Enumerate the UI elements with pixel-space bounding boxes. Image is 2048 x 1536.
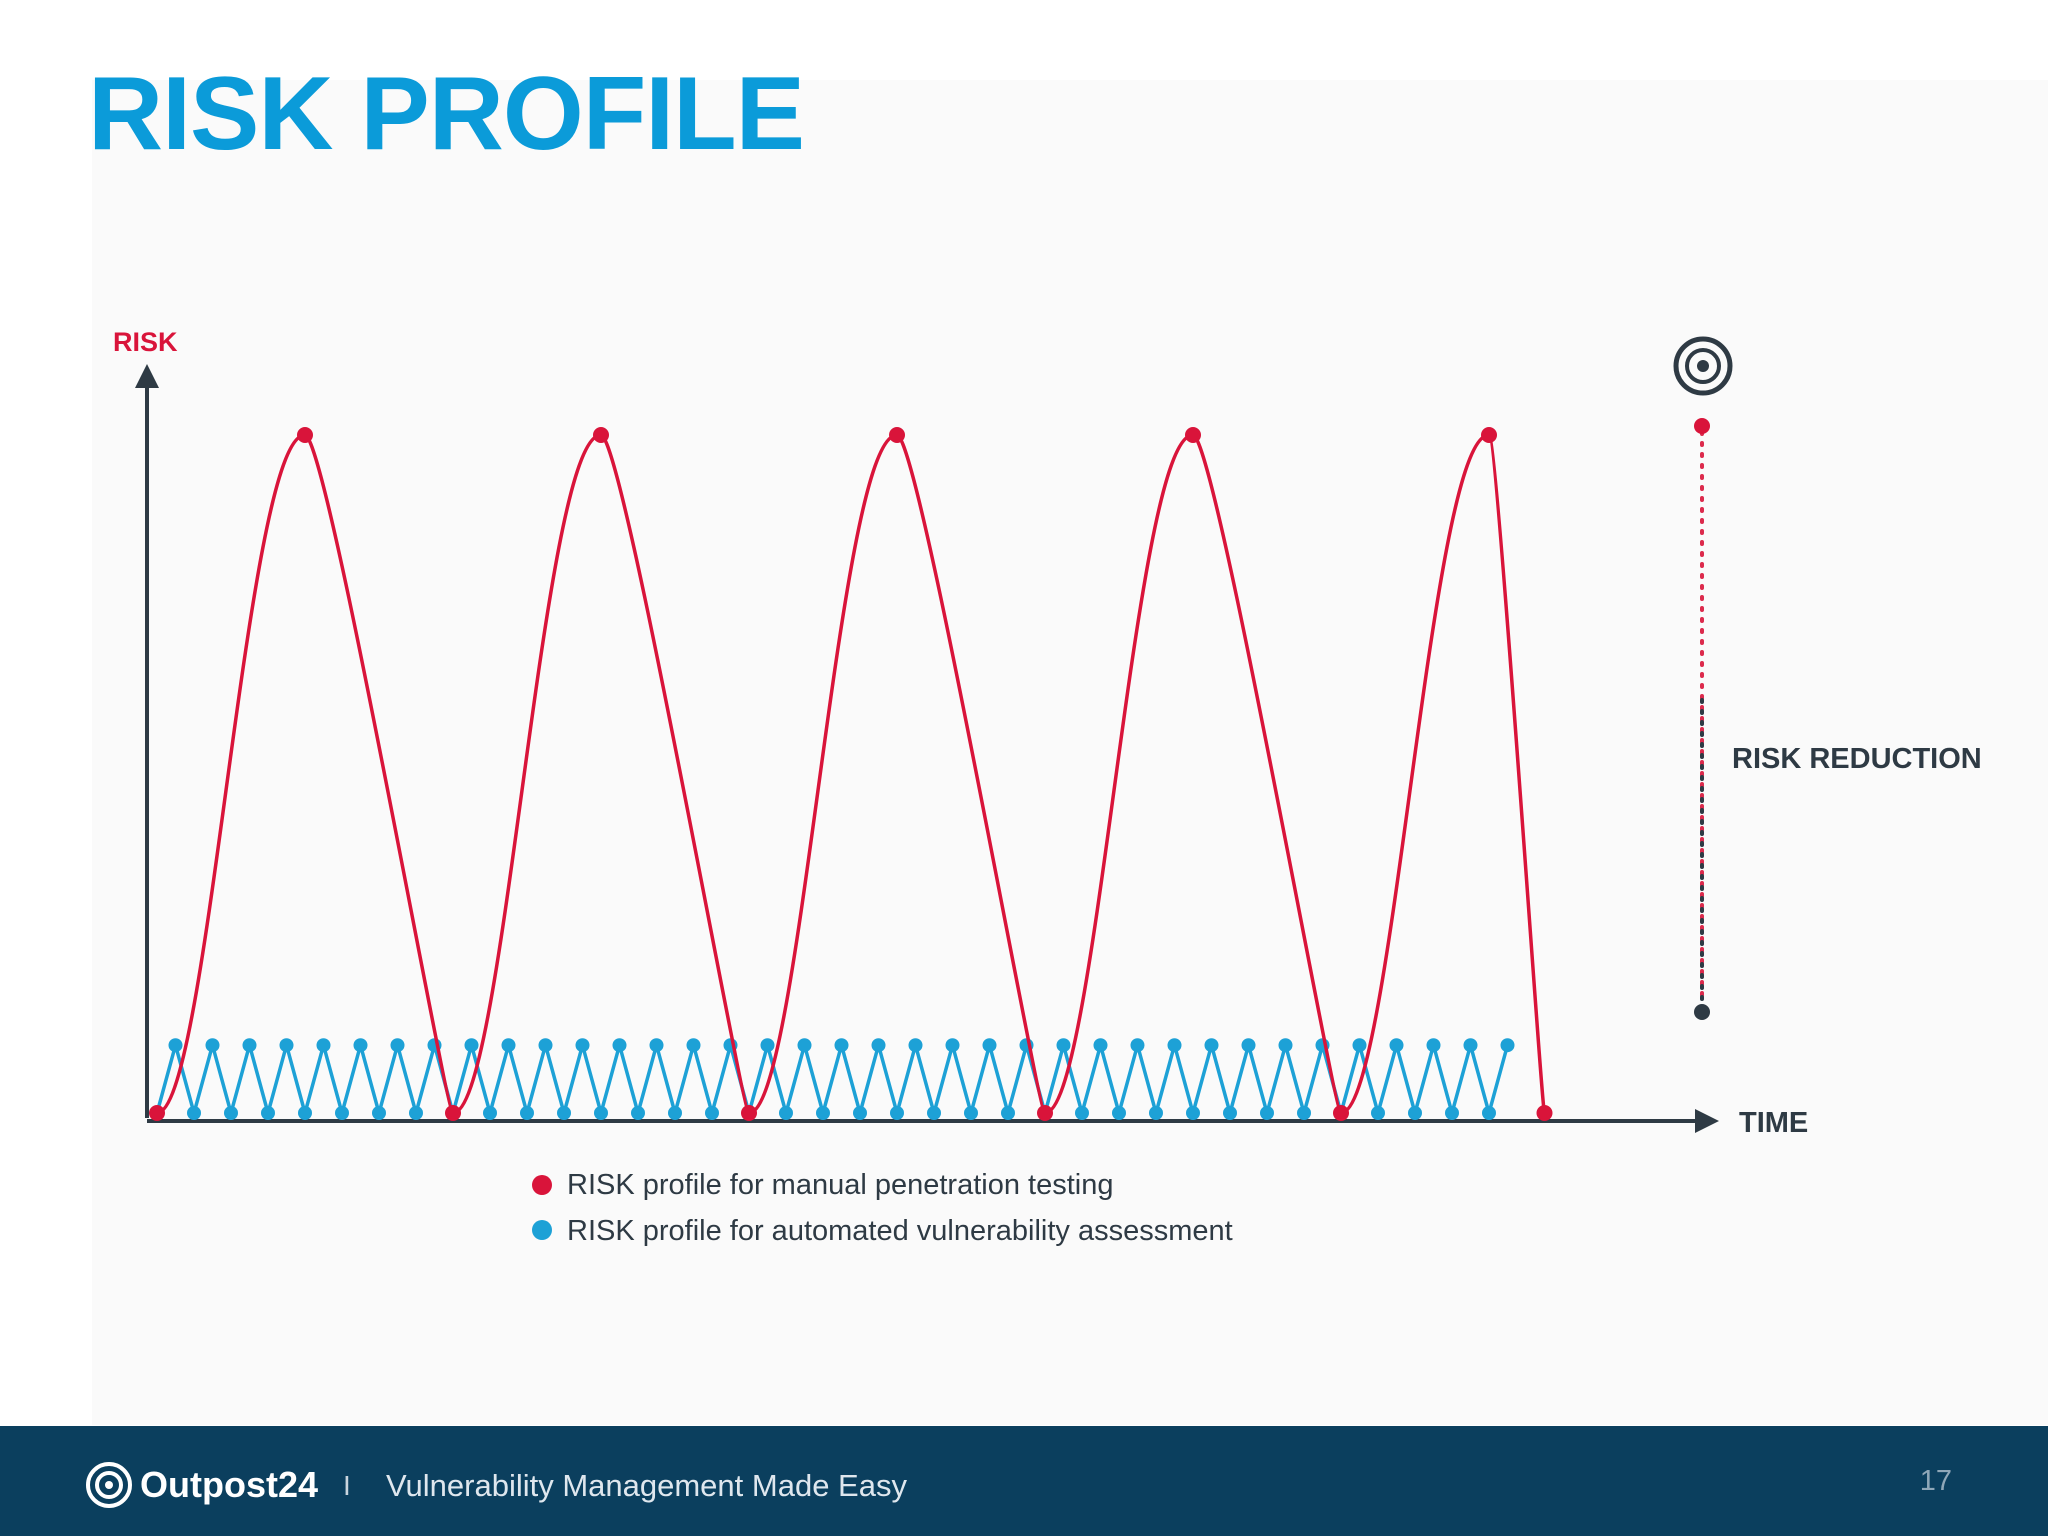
y-axis-label: RISK <box>113 327 178 357</box>
manual-point <box>1536 1105 1553 1121</box>
slide-title: RISK PROFILE <box>88 56 805 172</box>
automated-point <box>871 1038 886 1053</box>
automated-point <box>409 1106 423 1120</box>
automated-point <box>242 1038 257 1053</box>
manual-point <box>1333 1105 1349 1121</box>
automated-point <box>1278 1038 1293 1053</box>
automated-point <box>927 1106 941 1120</box>
automated-series <box>150 1038 1515 1120</box>
automated-point <box>1352 1038 1367 1053</box>
automated-point <box>1093 1038 1108 1053</box>
chart-background <box>92 80 2048 1425</box>
automated-point <box>298 1106 312 1120</box>
automated-point <box>520 1106 534 1120</box>
footer-bar <box>0 1426 2048 1536</box>
risk-profile-chart: RISK TIME RISK REDUCTION RISK profile fo… <box>113 327 1982 1247</box>
automated-point <box>890 1106 904 1120</box>
automated-point <box>797 1038 812 1053</box>
automated-point <box>501 1038 516 1053</box>
automated-point <box>1223 1106 1237 1120</box>
automated-point <box>168 1038 183 1053</box>
automated-point <box>1204 1038 1219 1053</box>
automated-point <box>353 1038 368 1053</box>
automated-point <box>908 1038 923 1053</box>
manual-point <box>297 427 313 443</box>
target-icon <box>1673 336 1733 396</box>
automated-point <box>853 1106 867 1120</box>
manual-point <box>1185 427 1201 443</box>
automated-point <box>816 1106 830 1120</box>
automated-point <box>705 1106 719 1120</box>
automated-point <box>631 1106 645 1120</box>
automated-point <box>575 1038 590 1053</box>
footer-tagline: Vulnerability Management Made Easy <box>386 1468 907 1503</box>
automated-point <box>1112 1106 1126 1120</box>
automated-point <box>1056 1038 1071 1053</box>
automated-point <box>612 1038 627 1053</box>
automated-point <box>372 1106 386 1120</box>
automated-point <box>1001 1106 1015 1120</box>
manual-point <box>1037 1105 1053 1121</box>
automated-point <box>261 1106 275 1120</box>
x-axis-label: TIME <box>1739 1107 1808 1139</box>
legend-automated-label: RISK profile for automated vulnerability… <box>567 1215 1233 1247</box>
automated-point <box>1408 1106 1422 1120</box>
automated-point <box>1297 1106 1311 1120</box>
automated-point <box>557 1106 571 1120</box>
footer-brand: Outpost24 <box>140 1464 319 1505</box>
automated-point <box>205 1038 220 1053</box>
automated-point <box>1186 1106 1200 1120</box>
legend-manual-label: RISK profile for manual penetration test… <box>567 1169 1113 1201</box>
automated-point <box>279 1038 294 1053</box>
automated-point <box>779 1106 793 1120</box>
manual-point <box>149 1105 165 1121</box>
automated-point <box>1500 1038 1515 1053</box>
automated-point <box>1130 1038 1145 1053</box>
automated-point <box>1445 1106 1459 1120</box>
automated-point <box>316 1038 331 1053</box>
automated-point <box>1371 1106 1385 1120</box>
outpost24-logo-icon <box>86 1462 132 1508</box>
automated-point <box>1075 1106 1089 1120</box>
footer-separator: I <box>343 1470 351 1501</box>
automated-point <box>982 1038 997 1053</box>
automated-point <box>1149 1106 1163 1120</box>
automated-point <box>945 1038 960 1053</box>
automated-point <box>1389 1038 1404 1053</box>
automated-point <box>686 1038 701 1053</box>
manual-point <box>741 1105 757 1121</box>
manual-point <box>1481 427 1497 443</box>
automated-point <box>390 1038 405 1053</box>
manual-point <box>445 1105 461 1121</box>
automated-point <box>1260 1106 1274 1120</box>
manual-series-line <box>156 433 1547 1115</box>
automated-point <box>464 1038 479 1053</box>
manual-point <box>889 427 905 443</box>
automated-point <box>538 1038 553 1053</box>
automated-point <box>834 1038 849 1053</box>
automated-point <box>1463 1038 1478 1053</box>
automated-series-line <box>155 1043 1510 1115</box>
automated-point <box>1482 1106 1496 1120</box>
automated-point <box>668 1106 682 1120</box>
risk-reduction-label: RISK REDUCTION <box>1732 743 1982 775</box>
page-number: 17 <box>1919 1465 1952 1497</box>
automated-point <box>335 1106 349 1120</box>
automated-point <box>1167 1038 1182 1053</box>
automated-point <box>964 1106 978 1120</box>
manual-point <box>593 427 609 443</box>
automated-point <box>649 1038 664 1053</box>
automated-point <box>224 1106 238 1120</box>
automated-point <box>1426 1038 1441 1053</box>
legend-manual-swatch <box>532 1175 552 1195</box>
automated-point <box>1241 1038 1256 1053</box>
automated-point <box>760 1038 775 1053</box>
risk-reduction-indicator <box>1694 418 1710 1020</box>
automated-point <box>483 1106 497 1120</box>
legend: RISK profile for manual penetration test… <box>532 1169 1233 1247</box>
legend-automated-swatch <box>532 1220 552 1240</box>
automated-point <box>187 1106 201 1120</box>
automated-point <box>594 1106 608 1120</box>
manual-series <box>149 427 1553 1121</box>
